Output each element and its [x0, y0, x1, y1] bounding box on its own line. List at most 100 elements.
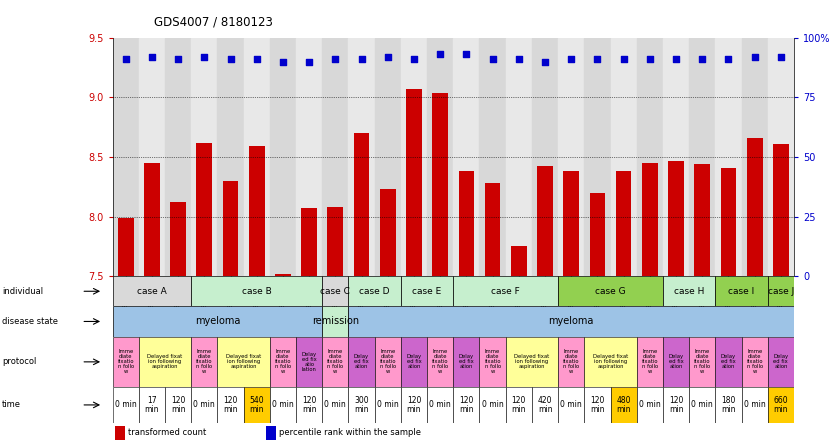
Text: Delay
ed fix
ation: Delay ed fix ation — [721, 354, 736, 369]
Bar — [322, 337, 349, 387]
Text: 0 min: 0 min — [639, 400, 661, 409]
Text: 17
min: 17 min — [144, 396, 159, 414]
Text: Delay
ed fix
ation: Delay ed fix ation — [773, 354, 788, 369]
Text: Delay
ed fix
ation: Delay ed fix ation — [406, 354, 421, 369]
Bar — [511, 246, 526, 276]
Text: Imme
diate
fixatio
n follo
w: Imme diate fixatio n follo w — [563, 349, 580, 374]
Point — [721, 56, 735, 63]
Point — [276, 58, 289, 65]
Bar — [590, 193, 605, 276]
Bar — [642, 163, 658, 276]
Point — [329, 56, 342, 63]
Text: 0 min: 0 min — [115, 400, 137, 409]
Text: 120
min: 120 min — [460, 396, 474, 414]
Bar — [505, 387, 532, 423]
Bar — [532, 387, 558, 423]
Bar — [349, 387, 374, 423]
Text: Imme
diate
fixatio
n follo
w: Imme diate fixatio n follo w — [379, 349, 396, 374]
Bar — [138, 337, 191, 387]
Text: 120
min: 120 min — [171, 396, 185, 414]
Point — [512, 56, 525, 63]
Bar — [716, 337, 741, 387]
Point — [617, 56, 631, 63]
Bar — [113, 387, 138, 423]
Text: 0 min: 0 min — [193, 400, 215, 409]
Text: case E: case E — [413, 287, 442, 296]
Bar — [401, 387, 427, 423]
Bar — [459, 171, 475, 276]
Bar — [374, 387, 401, 423]
Bar — [505, 38, 532, 276]
Bar — [249, 146, 264, 276]
Bar — [218, 387, 244, 423]
Text: 420
min: 420 min — [538, 396, 552, 414]
Bar — [218, 337, 270, 387]
Bar — [401, 337, 427, 387]
Bar — [768, 337, 794, 387]
Text: 0 min: 0 min — [430, 400, 451, 409]
Bar — [296, 38, 322, 276]
Text: case C: case C — [320, 287, 350, 296]
Text: 0 min: 0 min — [482, 400, 504, 409]
Bar — [374, 38, 401, 276]
Text: case H: case H — [674, 287, 705, 296]
Bar — [636, 38, 663, 276]
Point — [590, 56, 604, 63]
Bar — [138, 38, 165, 276]
Point — [670, 56, 683, 63]
Point — [748, 53, 761, 60]
Text: GDS4007 / 8180123: GDS4007 / 8180123 — [154, 16, 274, 29]
Point — [538, 58, 551, 65]
Point — [434, 51, 447, 58]
Bar — [585, 387, 610, 423]
Point — [198, 53, 211, 60]
Bar — [610, 387, 636, 423]
Bar — [270, 38, 296, 276]
Bar — [349, 38, 374, 276]
Text: 0 min: 0 min — [744, 400, 766, 409]
Text: 300
min: 300 min — [354, 396, 369, 414]
Bar — [480, 38, 505, 276]
Bar — [113, 276, 191, 306]
Text: case B: case B — [242, 287, 272, 296]
Point — [355, 56, 369, 63]
Text: remission: remission — [312, 317, 359, 326]
Bar — [301, 208, 317, 276]
Bar — [349, 276, 401, 306]
Text: 120
min: 120 min — [407, 396, 421, 414]
Bar — [505, 337, 558, 387]
Bar — [485, 183, 500, 276]
Text: 540
min: 540 min — [249, 396, 264, 414]
Bar — [144, 163, 160, 276]
Bar — [689, 337, 716, 387]
Bar — [113, 306, 322, 337]
Bar — [615, 171, 631, 276]
Bar — [322, 387, 349, 423]
Bar — [585, 337, 636, 387]
Bar — [663, 276, 716, 306]
Bar — [270, 387, 296, 423]
Bar — [113, 38, 138, 276]
Bar — [328, 207, 344, 276]
Bar — [322, 306, 349, 337]
Bar — [270, 337, 296, 387]
Point — [381, 53, 394, 60]
Bar — [558, 387, 585, 423]
Bar — [741, 38, 768, 276]
Bar — [427, 387, 453, 423]
Bar — [113, 337, 138, 387]
Point — [460, 51, 473, 58]
Bar — [663, 38, 689, 276]
Bar — [218, 38, 244, 276]
Text: Imme
diate
fixatio
n follo
w: Imme diate fixatio n follo w — [694, 349, 711, 374]
Text: Imme
diate
fixatio
n follo
w: Imme diate fixatio n follo w — [118, 349, 134, 374]
Bar — [191, 337, 218, 387]
Text: Imme
diate
fixatio
n follo
w: Imme diate fixatio n follo w — [746, 349, 763, 374]
Bar — [558, 337, 585, 387]
Bar — [537, 166, 553, 276]
Bar — [191, 276, 322, 306]
Text: 0 min: 0 min — [560, 400, 582, 409]
Text: Delay
ed fix
ation: Delay ed fix ation — [669, 354, 684, 369]
Bar — [741, 387, 768, 423]
Text: Imme
diate
fixatio
n follo
w: Imme diate fixatio n follo w — [485, 349, 501, 374]
